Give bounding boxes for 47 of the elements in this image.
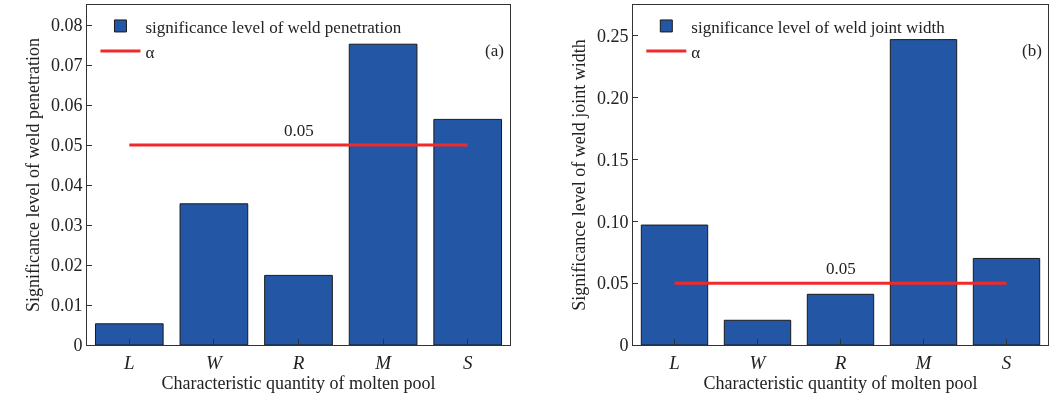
- x-axis-title: Characteristic quantity of molten pool: [703, 372, 978, 393]
- bar: [264, 274, 333, 345]
- x-tick-label: S: [1001, 351, 1012, 373]
- y-tick-label: 0.15: [596, 149, 629, 170]
- bar: [433, 118, 503, 345]
- bar: [723, 319, 792, 345]
- annotation: (a): [485, 41, 504, 60]
- bar: [806, 293, 875, 345]
- y-tick-label: 0.20: [596, 88, 629, 109]
- x-tick-label: M: [374, 351, 393, 373]
- x-tick-label: W: [205, 351, 224, 373]
- legend-label: significance level of weld joint width: [691, 17, 946, 37]
- y-tick-label: 0.04: [50, 175, 83, 196]
- bar: [348, 43, 418, 345]
- y-tick-label: 0.08: [50, 15, 83, 36]
- x-tick-label: R: [291, 351, 305, 373]
- y-tick-label: 0.05: [596, 273, 629, 294]
- legend-label: α: [691, 42, 701, 62]
- annotation: 0.05: [284, 121, 314, 140]
- y-tick-label: 0.10: [596, 211, 629, 232]
- y-tick-label: 0: [619, 335, 629, 356]
- y-tick-label: 0.05: [50, 135, 83, 156]
- bar: [179, 203, 249, 345]
- y-tick-label: 0.06: [50, 95, 83, 116]
- bar: [889, 39, 958, 345]
- annotation: 0.05: [826, 259, 856, 278]
- x-tick-label: M: [914, 351, 933, 373]
- bar: [94, 323, 164, 345]
- x-axis-title: Characteristic quantity of molten pool: [161, 372, 436, 393]
- annotation: (b): [1022, 41, 1042, 60]
- y-tick-label: 0.03: [50, 215, 83, 236]
- y-tick-label: 0.01: [50, 295, 83, 316]
- x-tick-label: S: [462, 351, 473, 373]
- legend-label: α: [145, 42, 155, 62]
- y-tick-label: 0: [73, 335, 83, 356]
- y-axis-title: Significance level of weld penetration: [23, 38, 44, 312]
- y-axis-title: Significance level of weld joint width: [569, 39, 590, 311]
- x-tick-label: R: [833, 351, 847, 373]
- x-tick-label: W: [749, 351, 768, 373]
- y-tick-label: 0.25: [596, 26, 629, 47]
- y-tick-label: 0.02: [50, 255, 83, 276]
- legend-label: significance level of weld penetration: [145, 17, 402, 37]
- x-tick-label: L: [123, 351, 135, 373]
- y-tick-label: 0.07: [50, 55, 83, 76]
- bar: [972, 257, 1041, 345]
- x-tick-label: L: [668, 351, 680, 373]
- bar: [640, 224, 709, 345]
